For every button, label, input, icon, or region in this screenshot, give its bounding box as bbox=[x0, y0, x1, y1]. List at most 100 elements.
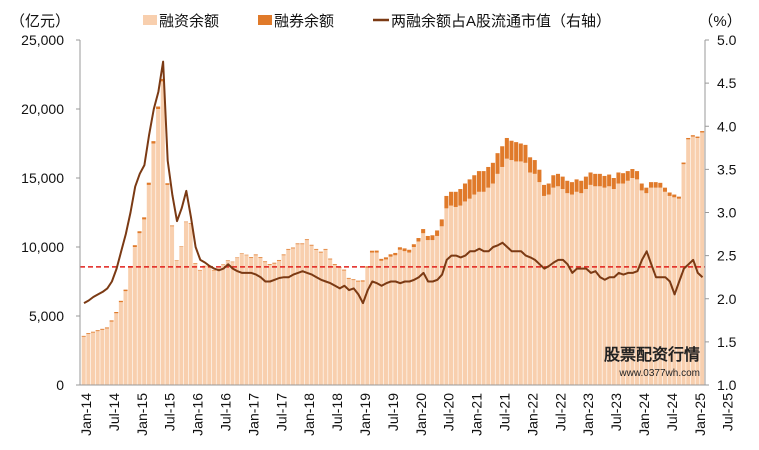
short-bar bbox=[537, 169, 542, 183]
financing-bar bbox=[263, 262, 268, 385]
financing-bar bbox=[156, 109, 161, 385]
financing-bar bbox=[314, 249, 319, 385]
financing-bar bbox=[179, 247, 184, 385]
financing-bar bbox=[249, 258, 254, 385]
short-bar bbox=[351, 279, 356, 281]
short-bar bbox=[286, 248, 291, 250]
short-bar bbox=[239, 253, 244, 254]
short-bar bbox=[453, 191, 458, 207]
x-tick-label: Jul-18 bbox=[329, 393, 345, 431]
financing-bar bbox=[542, 195, 547, 385]
short-bar bbox=[258, 257, 263, 259]
financing-bar bbox=[602, 187, 607, 385]
short-bar bbox=[597, 173, 602, 187]
short-bar bbox=[146, 182, 151, 185]
short-bar bbox=[444, 195, 449, 209]
legend-label-ratio: 两融余额占A股流通市值（右轴） bbox=[391, 12, 611, 30]
financing-bar bbox=[616, 183, 621, 385]
financing-bar bbox=[551, 187, 556, 385]
short-bar bbox=[174, 260, 179, 261]
financing-bar bbox=[532, 173, 537, 385]
short-bar bbox=[681, 162, 686, 165]
financing-bar bbox=[593, 186, 598, 385]
short-bar bbox=[225, 260, 230, 261]
financing-bar bbox=[583, 189, 588, 385]
financing-bar bbox=[272, 263, 277, 385]
financing-bar bbox=[607, 186, 612, 385]
financing-bar bbox=[393, 255, 398, 385]
right-tick-label: 1.5 bbox=[717, 334, 737, 350]
financing-bar bbox=[425, 240, 430, 385]
financing-bar bbox=[397, 249, 402, 385]
financing-bar bbox=[244, 255, 249, 385]
short-bar bbox=[165, 183, 170, 185]
financing-bar bbox=[439, 226, 444, 385]
short-bar bbox=[607, 174, 612, 187]
short-bar bbox=[300, 243, 305, 245]
financing-bar bbox=[151, 143, 156, 385]
financing-bar bbox=[416, 241, 421, 385]
short-bar bbox=[546, 183, 551, 195]
short-bar bbox=[542, 184, 547, 196]
financing-bar bbox=[360, 281, 365, 385]
short-bar bbox=[123, 289, 128, 292]
short-bar bbox=[472, 175, 477, 195]
short-bar bbox=[365, 266, 370, 268]
financing-bar bbox=[695, 137, 700, 385]
financing-bar bbox=[90, 332, 96, 385]
short-bar bbox=[644, 187, 649, 194]
short-bar bbox=[583, 176, 588, 190]
financing-bar bbox=[304, 240, 309, 385]
financing-bar bbox=[625, 180, 630, 385]
short-bar bbox=[616, 172, 621, 184]
short-bar bbox=[295, 243, 300, 245]
financing-bar bbox=[458, 205, 463, 385]
short-bar bbox=[314, 248, 319, 250]
short-bar bbox=[518, 143, 523, 162]
x-tick-label: Jan-24 bbox=[636, 393, 652, 436]
x-tick-label: Jul-17 bbox=[273, 393, 289, 431]
short-bar bbox=[197, 269, 202, 271]
short-bar bbox=[276, 259, 282, 261]
financing-bar bbox=[142, 219, 147, 385]
short-bar bbox=[118, 300, 123, 303]
short-bar bbox=[425, 235, 430, 241]
financing-bar bbox=[351, 280, 356, 385]
short-bar bbox=[156, 106, 161, 109]
left-tick-label: 20,000 bbox=[21, 101, 64, 117]
short-bar bbox=[183, 221, 189, 223]
short-bar bbox=[95, 330, 100, 332]
financing-bar bbox=[193, 263, 198, 385]
financing-bar bbox=[239, 253, 244, 385]
short-bar bbox=[374, 250, 379, 253]
x-tick-label: Jul-14 bbox=[106, 393, 122, 431]
financing-bar bbox=[648, 187, 654, 385]
financing-bar bbox=[676, 198, 681, 385]
legend: 融资余额 融券余额 两融余额占A股流通市值（右轴） bbox=[143, 12, 611, 30]
x-tick-label: Jan-15 bbox=[134, 393, 150, 436]
short-bar bbox=[193, 263, 198, 264]
financing-bar bbox=[174, 260, 179, 385]
short-bar bbox=[272, 262, 277, 264]
x-tick-label: Jul-16 bbox=[218, 393, 234, 431]
financing-bar bbox=[318, 252, 323, 385]
x-tick-label: Jan-16 bbox=[190, 393, 206, 436]
short-bar bbox=[402, 248, 407, 252]
legend-swatch-short bbox=[258, 15, 272, 25]
short-bar bbox=[528, 157, 533, 173]
x-tick-label: Jan-22 bbox=[524, 393, 540, 436]
x-tick-label: Jan-21 bbox=[469, 393, 485, 436]
financing-bar bbox=[490, 183, 495, 385]
financing-bar bbox=[109, 321, 114, 385]
short-bar bbox=[211, 269, 216, 271]
financing-bar bbox=[379, 260, 384, 385]
financing-bar bbox=[188, 223, 193, 385]
financing-bar bbox=[518, 161, 523, 385]
financing-bar bbox=[281, 255, 286, 385]
x-tick-label: Jan-20 bbox=[413, 393, 429, 436]
right-tick-label: 4.0 bbox=[717, 118, 737, 134]
financing-bar bbox=[644, 193, 649, 385]
short-bar bbox=[449, 191, 454, 206]
left-tick-label: 15,000 bbox=[21, 170, 64, 186]
